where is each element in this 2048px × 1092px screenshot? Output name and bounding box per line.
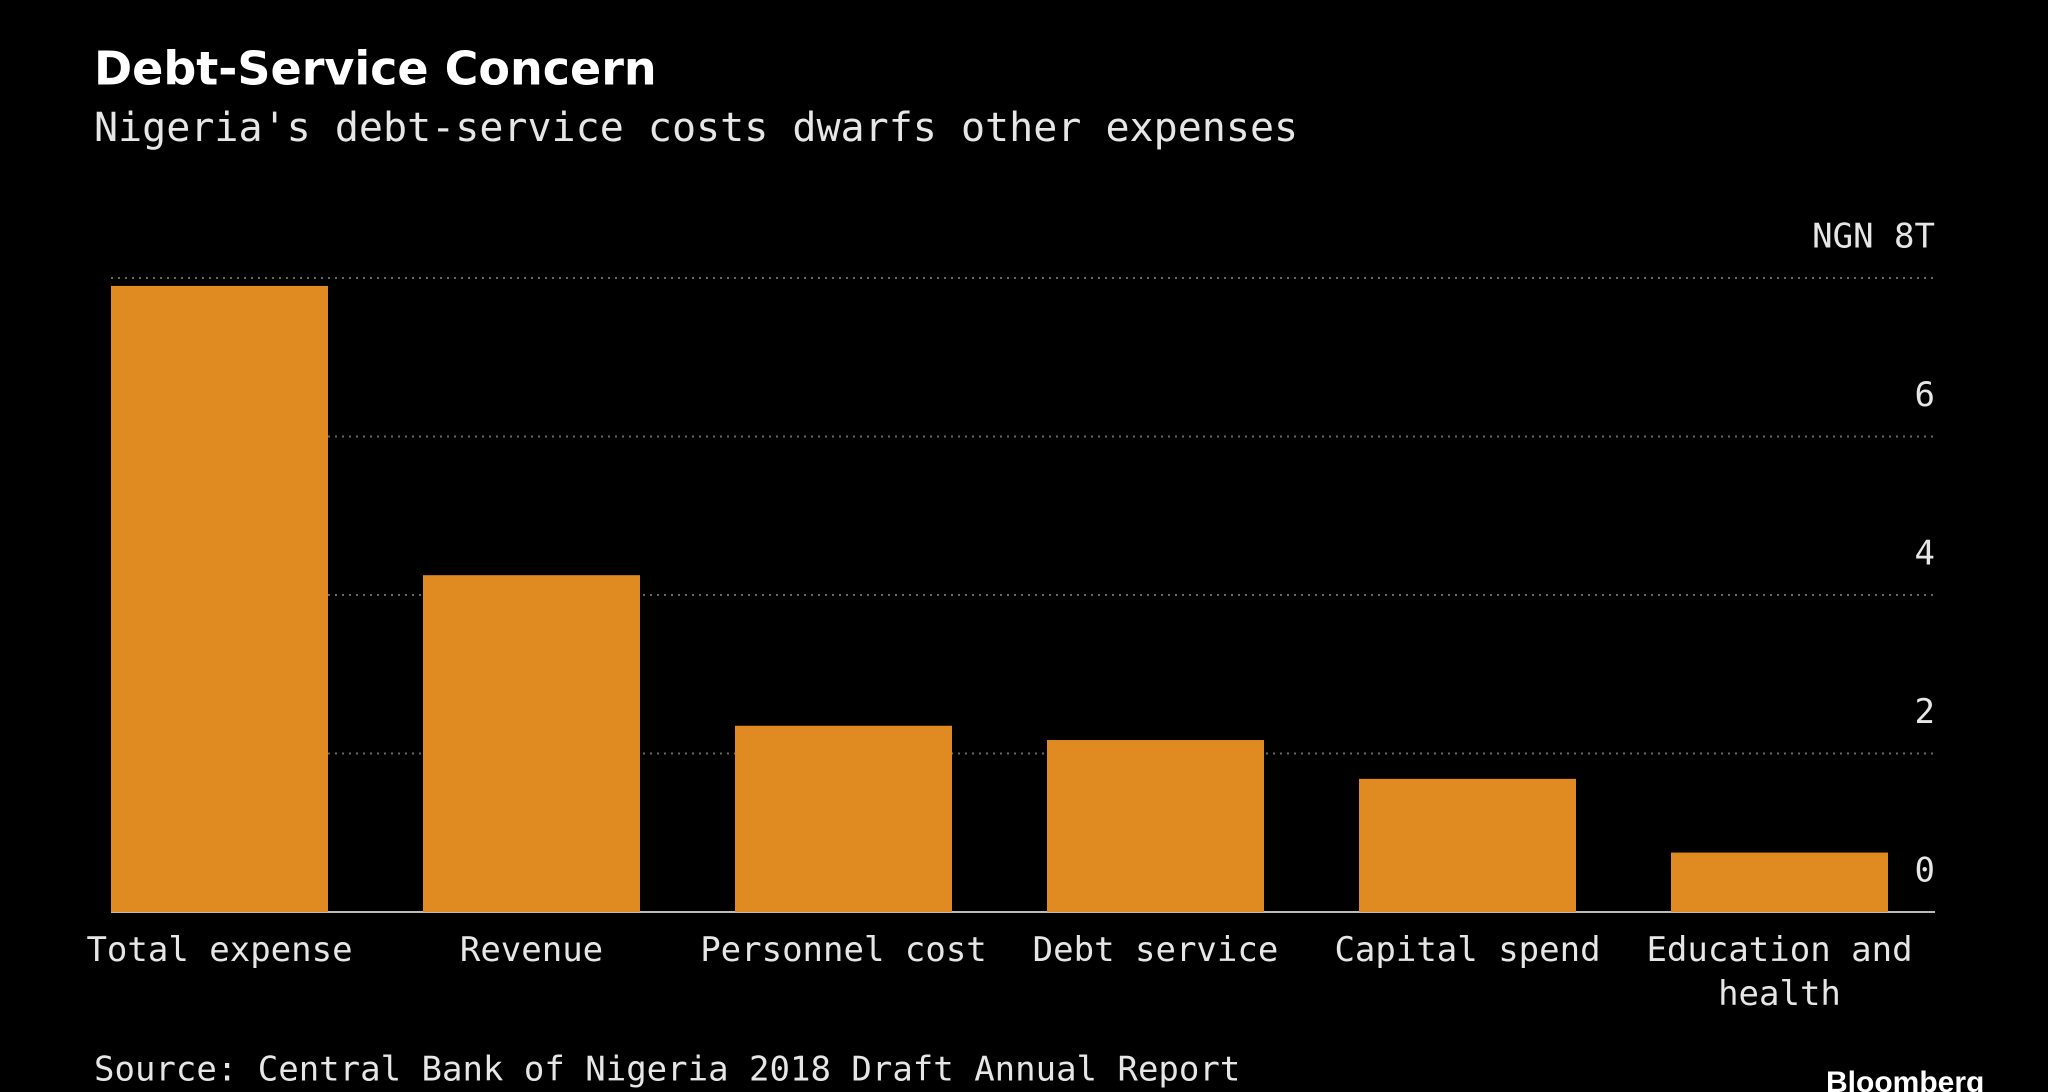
x-tick-label: Capital spend <box>1334 930 1601 970</box>
bar <box>1047 740 1264 912</box>
y-tick-label: 0 <box>1915 851 1935 891</box>
bar <box>1359 778 1576 912</box>
chart-subtitle: Nigeria's debt-service costs dwarfs othe… <box>94 105 1298 151</box>
bar <box>735 725 952 912</box>
bar <box>111 285 328 912</box>
chart-title: Debt-Service Concern <box>94 42 657 96</box>
bar <box>1671 852 1888 912</box>
source: Source: Central Bank of Nigeria 2018 Dra… <box>94 1050 1240 1090</box>
bar <box>423 575 640 912</box>
credit: Bloomberg <box>1826 1066 1984 1092</box>
x-tick-label: Personnel cost <box>700 930 987 970</box>
x-tick-label: Debt service <box>1032 930 1279 970</box>
x-tick-label: Education and health <box>1646 930 1913 1014</box>
y-tick-label: 6 <box>1915 375 1935 415</box>
y-tick-label: 2 <box>1915 692 1935 732</box>
y-tick-label: NGN 8T <box>1812 217 1935 257</box>
x-tick-label: Revenue <box>459 930 604 970</box>
x-tick-label: Total expense <box>86 930 353 970</box>
y-tick-label: 4 <box>1915 534 1935 574</box>
